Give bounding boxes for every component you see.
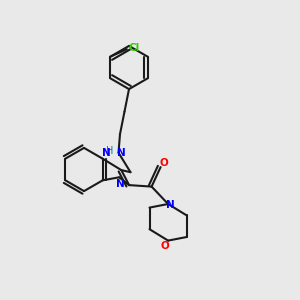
Text: N: N [166, 200, 175, 210]
Text: N: N [116, 179, 125, 189]
Text: Cl: Cl [129, 43, 140, 53]
Text: O: O [159, 158, 168, 169]
Text: N: N [102, 148, 111, 158]
Text: H: H [106, 146, 114, 156]
Text: O: O [160, 241, 169, 251]
Text: N: N [117, 148, 126, 158]
